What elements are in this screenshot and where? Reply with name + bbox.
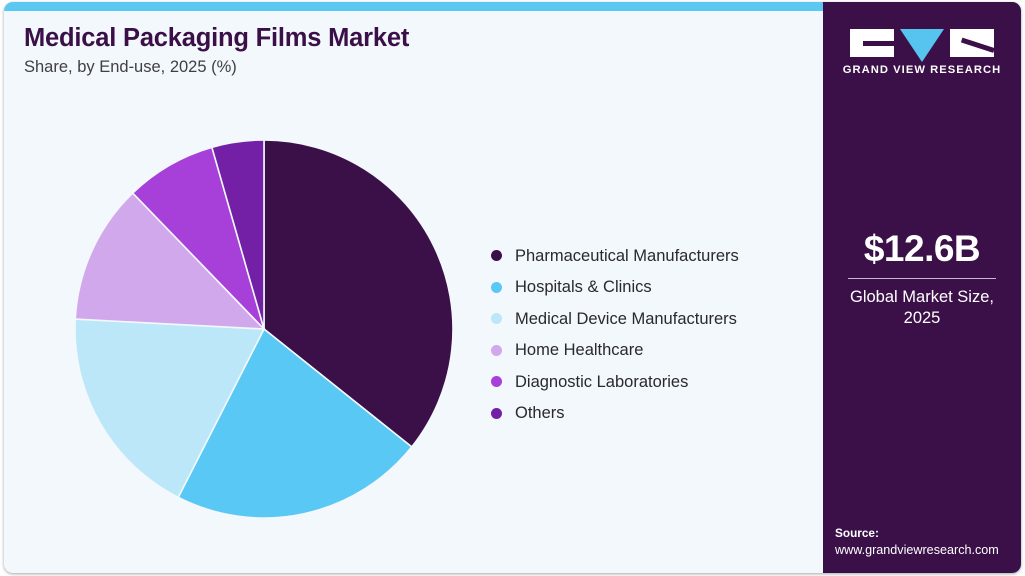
pie-slice[interactable] bbox=[74, 318, 266, 499]
logo-g-icon bbox=[850, 29, 894, 57]
legend-item[interactable]: Hospitals & Clinics bbox=[491, 272, 739, 304]
legend-swatch-icon bbox=[491, 313, 502, 325]
stat-caption: Global Market Size, 2025 bbox=[850, 287, 994, 327]
market-size-stat: $12.6B Global Market Size, 2025 bbox=[823, 228, 1021, 329]
legend-item[interactable]: Others bbox=[491, 398, 739, 430]
pie-chart-svg bbox=[74, 139, 454, 519]
legend-swatch-icon bbox=[491, 250, 502, 262]
source-url[interactable]: www.grandviewresearch.com bbox=[835, 543, 999, 557]
logo-r-icon bbox=[950, 29, 994, 57]
brand-name: GRAND VIEW RESEARCH bbox=[842, 64, 1002, 76]
legend-item-label: Medical Device Manufacturers bbox=[515, 309, 737, 328]
chart-plot-area: Pharmaceutical Manufacturers Hospitals &… bbox=[4, 102, 824, 572]
legend-item-label: Hospitals & Clinics bbox=[515, 278, 652, 296]
chart-header: Medical Packaging Films Market Share, by… bbox=[24, 24, 764, 78]
stat-value: $12.6B bbox=[863, 228, 981, 269]
page-subtitle: Share, by End-use, 2025 (%) bbox=[24, 58, 237, 77]
legend-item[interactable]: Pharmaceutical Manufacturers bbox=[491, 240, 739, 272]
accent-top-bar bbox=[4, 2, 1021, 11]
legend-item-label: Pharmaceutical Manufacturers bbox=[515, 246, 739, 265]
legend-swatch-icon bbox=[491, 281, 502, 293]
legend-swatch-icon bbox=[491, 376, 502, 388]
brand-logo: GRAND VIEW RESEARCH bbox=[823, 28, 1021, 76]
legend-swatch-icon bbox=[491, 344, 502, 356]
chart-legend: Pharmaceutical Manufacturers Hospitals &… bbox=[491, 240, 739, 429]
chart-card: Medical Packaging Films Market Share, by… bbox=[4, 2, 1021, 573]
pie-slice[interactable] bbox=[263, 139, 454, 449]
legend-item[interactable]: Medical Device Manufacturers bbox=[491, 303, 739, 335]
logo-v-triangle-icon bbox=[900, 28, 944, 62]
logo-marks bbox=[823, 28, 1021, 62]
pie-slice[interactable] bbox=[131, 146, 265, 330]
brand-side-panel: GRAND VIEW RESEARCH $12.6B Global Market… bbox=[823, 2, 1021, 573]
source-note: Source: www.grandviewresearch.com bbox=[835, 526, 1015, 559]
legend-item-label: Home Healthcare bbox=[515, 341, 644, 359]
source-label: Source: bbox=[835, 526, 879, 541]
pie-slice[interactable] bbox=[74, 191, 266, 330]
page-title: Medical Packaging Films Market bbox=[24, 24, 410, 52]
stat-divider bbox=[848, 277, 996, 279]
legend-item-label: Diagnostic Laboratories bbox=[515, 372, 689, 391]
pie-chart bbox=[74, 139, 454, 519]
legend-item-label: Others bbox=[515, 404, 565, 422]
legend-swatch-icon bbox=[491, 407, 502, 419]
legend-item[interactable]: Home Healthcare bbox=[491, 335, 739, 367]
legend-item[interactable]: Diagnostic Laboratories bbox=[491, 366, 739, 398]
pie-slice[interactable] bbox=[210, 139, 265, 330]
pie-slice[interactable] bbox=[177, 327, 413, 519]
pie-slice-group bbox=[74, 139, 454, 519]
